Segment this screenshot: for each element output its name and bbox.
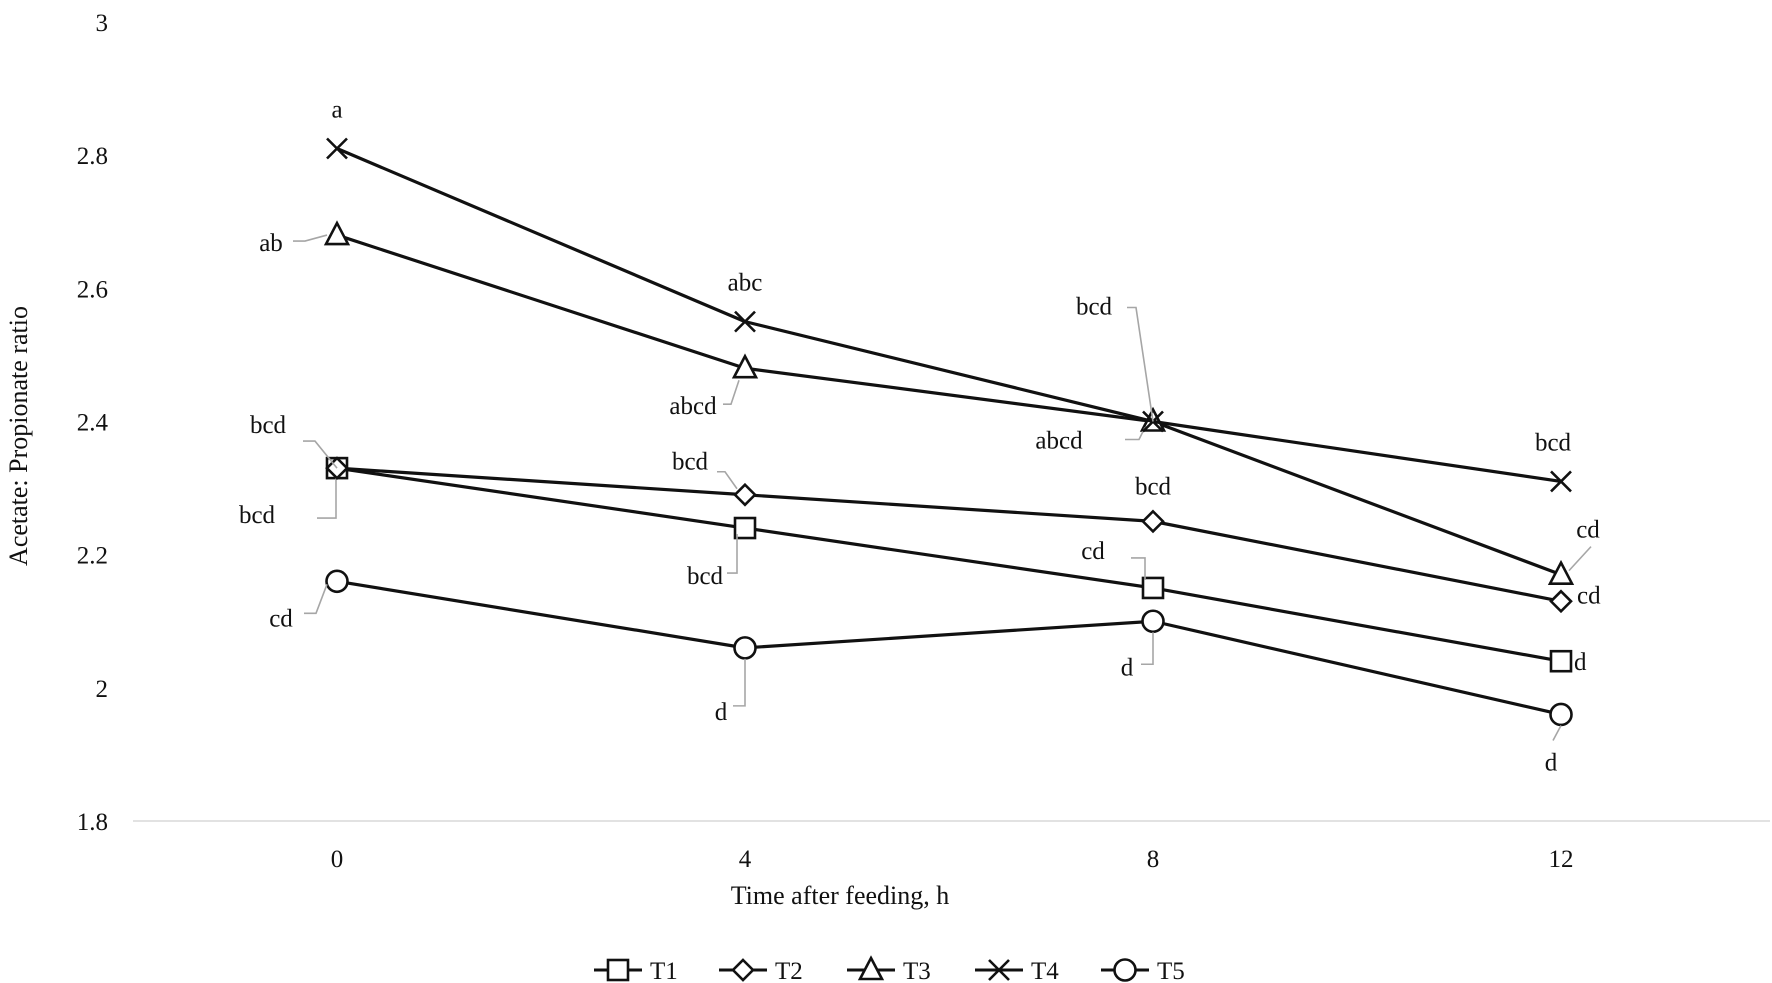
y-tick-label: 3 [96,10,109,37]
legend-label: T3 [903,958,931,983]
data-point-t5-circle-marker [325,569,349,594]
data-label: cd [269,605,293,632]
data-point-t2-diamond-marker [733,482,757,507]
y-tick-label: 2.8 [77,143,108,170]
data-label-leader-line [733,658,746,707]
data-point-t3-triangle-marker [1547,559,1575,585]
data-label-leader-line [723,379,740,406]
legend-item-t2: T2 [719,958,803,983]
x-tick-labels: 0 4 8 12 [331,846,1574,873]
series-t5: cd d d d [269,569,1573,776]
data-point-t5-circle-marker [733,636,757,660]
data-label: d [1121,654,1134,681]
data-label-leader-line [727,534,738,574]
legend-label: T5 [1157,958,1185,983]
data-label-leader-line [317,468,337,519]
x-tick-label: 12 [1549,846,1574,873]
data-label: bcd [239,502,276,529]
y-tick-labels: 1.8 2 2.2 2.4 2.6 2.8 3 [77,10,109,836]
y-axis-title-group: Acetate: Propionate ratio [4,306,33,566]
series-t3: ab abcd abcd cd [259,220,1600,585]
data-label: bcd [687,563,724,590]
legend-x-marker [988,959,1010,981]
series-t2: bcd bcd bcd cd [250,412,1601,614]
data-label: bcd [1535,429,1572,456]
data-point-t5-circle-marker [1549,702,1573,727]
x-axis-title: Time after feeding, h [731,881,950,910]
y-tick-label: 2 [96,676,109,703]
legend: T1 T2 T3 T4 T5 [594,955,1185,983]
data-label: bcd [250,412,287,439]
data-point-t2-diamond-marker [1141,509,1165,534]
x-tick-label: 8 [1147,846,1160,873]
data-label: cd [1081,538,1105,565]
series-line-t1 [336,466,1562,663]
data-label: bcd [1135,473,1172,500]
data-point-t4-x-marker [326,137,348,160]
data-label: abcd [669,393,717,420]
data-label-leader-line [1568,546,1592,572]
y-tick-label: 2.6 [77,276,108,303]
data-label: ab [259,230,283,257]
data-point-t4-x-marker [1550,470,1572,493]
data-label-leader-line [1552,725,1562,741]
data-label: a [331,97,342,124]
data-label-leader-line [303,440,338,469]
data-label-leader-line [717,470,738,490]
data-point-t1-square-marker [1141,576,1165,600]
legend-square-marker [606,958,630,982]
x-tick-label: 4 [739,846,752,873]
data-label-leader-line [293,234,328,242]
series-line-t5 [336,579,1562,717]
legend-item-t3: T3 [847,955,931,983]
legend-label: T1 [650,958,678,983]
data-point-t3-triangle-marker [731,353,759,379]
data-label: d [1545,749,1558,776]
plot-area: bcdbcdcddbcdbcdbcdcdababcdabcdcdaabcbcdb… [239,97,1601,777]
data-label: bcd [672,449,709,476]
data-label: cd [1576,517,1600,544]
series-t1: bcd bcd cd d [239,456,1587,676]
data-point-t2-diamond-marker [1549,589,1573,614]
legend-label: T4 [1031,958,1059,983]
data-label-leader-line [1141,632,1154,666]
x-tick-label: 0 [331,846,344,873]
data-point-t3-triangle-marker [323,220,351,246]
series-line-t4 [336,147,1562,484]
legend-item-t1: T1 [594,958,678,983]
data-label: bcd [1076,294,1113,321]
legend-label: T2 [775,958,803,983]
y-tick-label: 1.8 [77,809,108,836]
data-label-leader-line [304,584,328,615]
legend-diamond-marker [731,958,755,982]
series-line-t2 [336,466,1562,603]
data-label-leader-line [1127,306,1154,422]
y-axis-title: Acetate: Propionate ratio [4,306,33,566]
data-label: cd [1577,582,1601,609]
data-point-t1-square-marker [733,516,757,540]
series-t4: a abc bcd bcd [326,97,1572,493]
data-label-leader-line [1131,557,1146,580]
data-point-t4-x-marker [734,310,756,333]
data-point-t5-circle-marker [1141,609,1165,634]
legend-triangle-marker [857,955,885,981]
data-label: d [1574,649,1587,676]
y-tick-label: 2.2 [77,543,108,570]
data-label: d [715,699,728,726]
legend-circle-marker [1113,958,1137,982]
legend-item-t4: T4 [975,958,1059,983]
data-point-t1-square-marker [1549,649,1573,673]
data-label: abcd [1035,428,1083,455]
data-label: abc [728,270,763,297]
y-tick-label: 2.4 [77,410,109,437]
legend-item-t5: T5 [1101,958,1185,983]
series-line-t3 [336,233,1562,577]
